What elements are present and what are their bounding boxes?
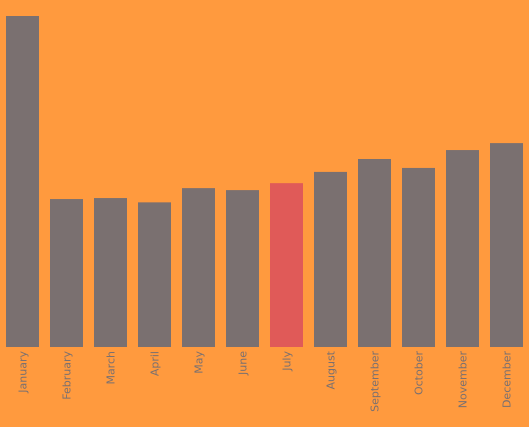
- x-tick-label-july: July: [281, 351, 294, 372]
- bar-november: [446, 150, 479, 347]
- bars-group: [6, 16, 523, 347]
- x-tick-label-february: February: [61, 351, 74, 400]
- bar-may: [182, 188, 215, 347]
- bar-february: [50, 199, 83, 347]
- bar-march: [94, 198, 127, 347]
- bar-december: [490, 143, 523, 347]
- bar-september: [358, 158, 391, 347]
- bar-october: [402, 167, 435, 347]
- x-tick-label-march: March: [105, 351, 118, 385]
- x-tick-label-april: April: [149, 351, 162, 376]
- x-tick-label-may: May: [193, 351, 206, 374]
- bar-april: [138, 202, 171, 347]
- x-tick-label-june: June: [237, 351, 250, 376]
- x-tick-label-january: January: [17, 351, 30, 394]
- x-tick-label-october: October: [413, 351, 426, 395]
- x-tick-labels: January February March April May June July Augu…: [17, 350, 514, 411]
- x-tick-label-november: November: [457, 351, 470, 409]
- x-tick-label-december: December: [501, 351, 514, 409]
- bar-january: [6, 16, 39, 347]
- x-tick-label-september: September: [369, 351, 382, 412]
- x-tick-label-august: August: [325, 350, 338, 389]
- bar-june: [226, 190, 259, 347]
- bar-august: [314, 171, 347, 347]
- bar-july: [270, 183, 303, 347]
